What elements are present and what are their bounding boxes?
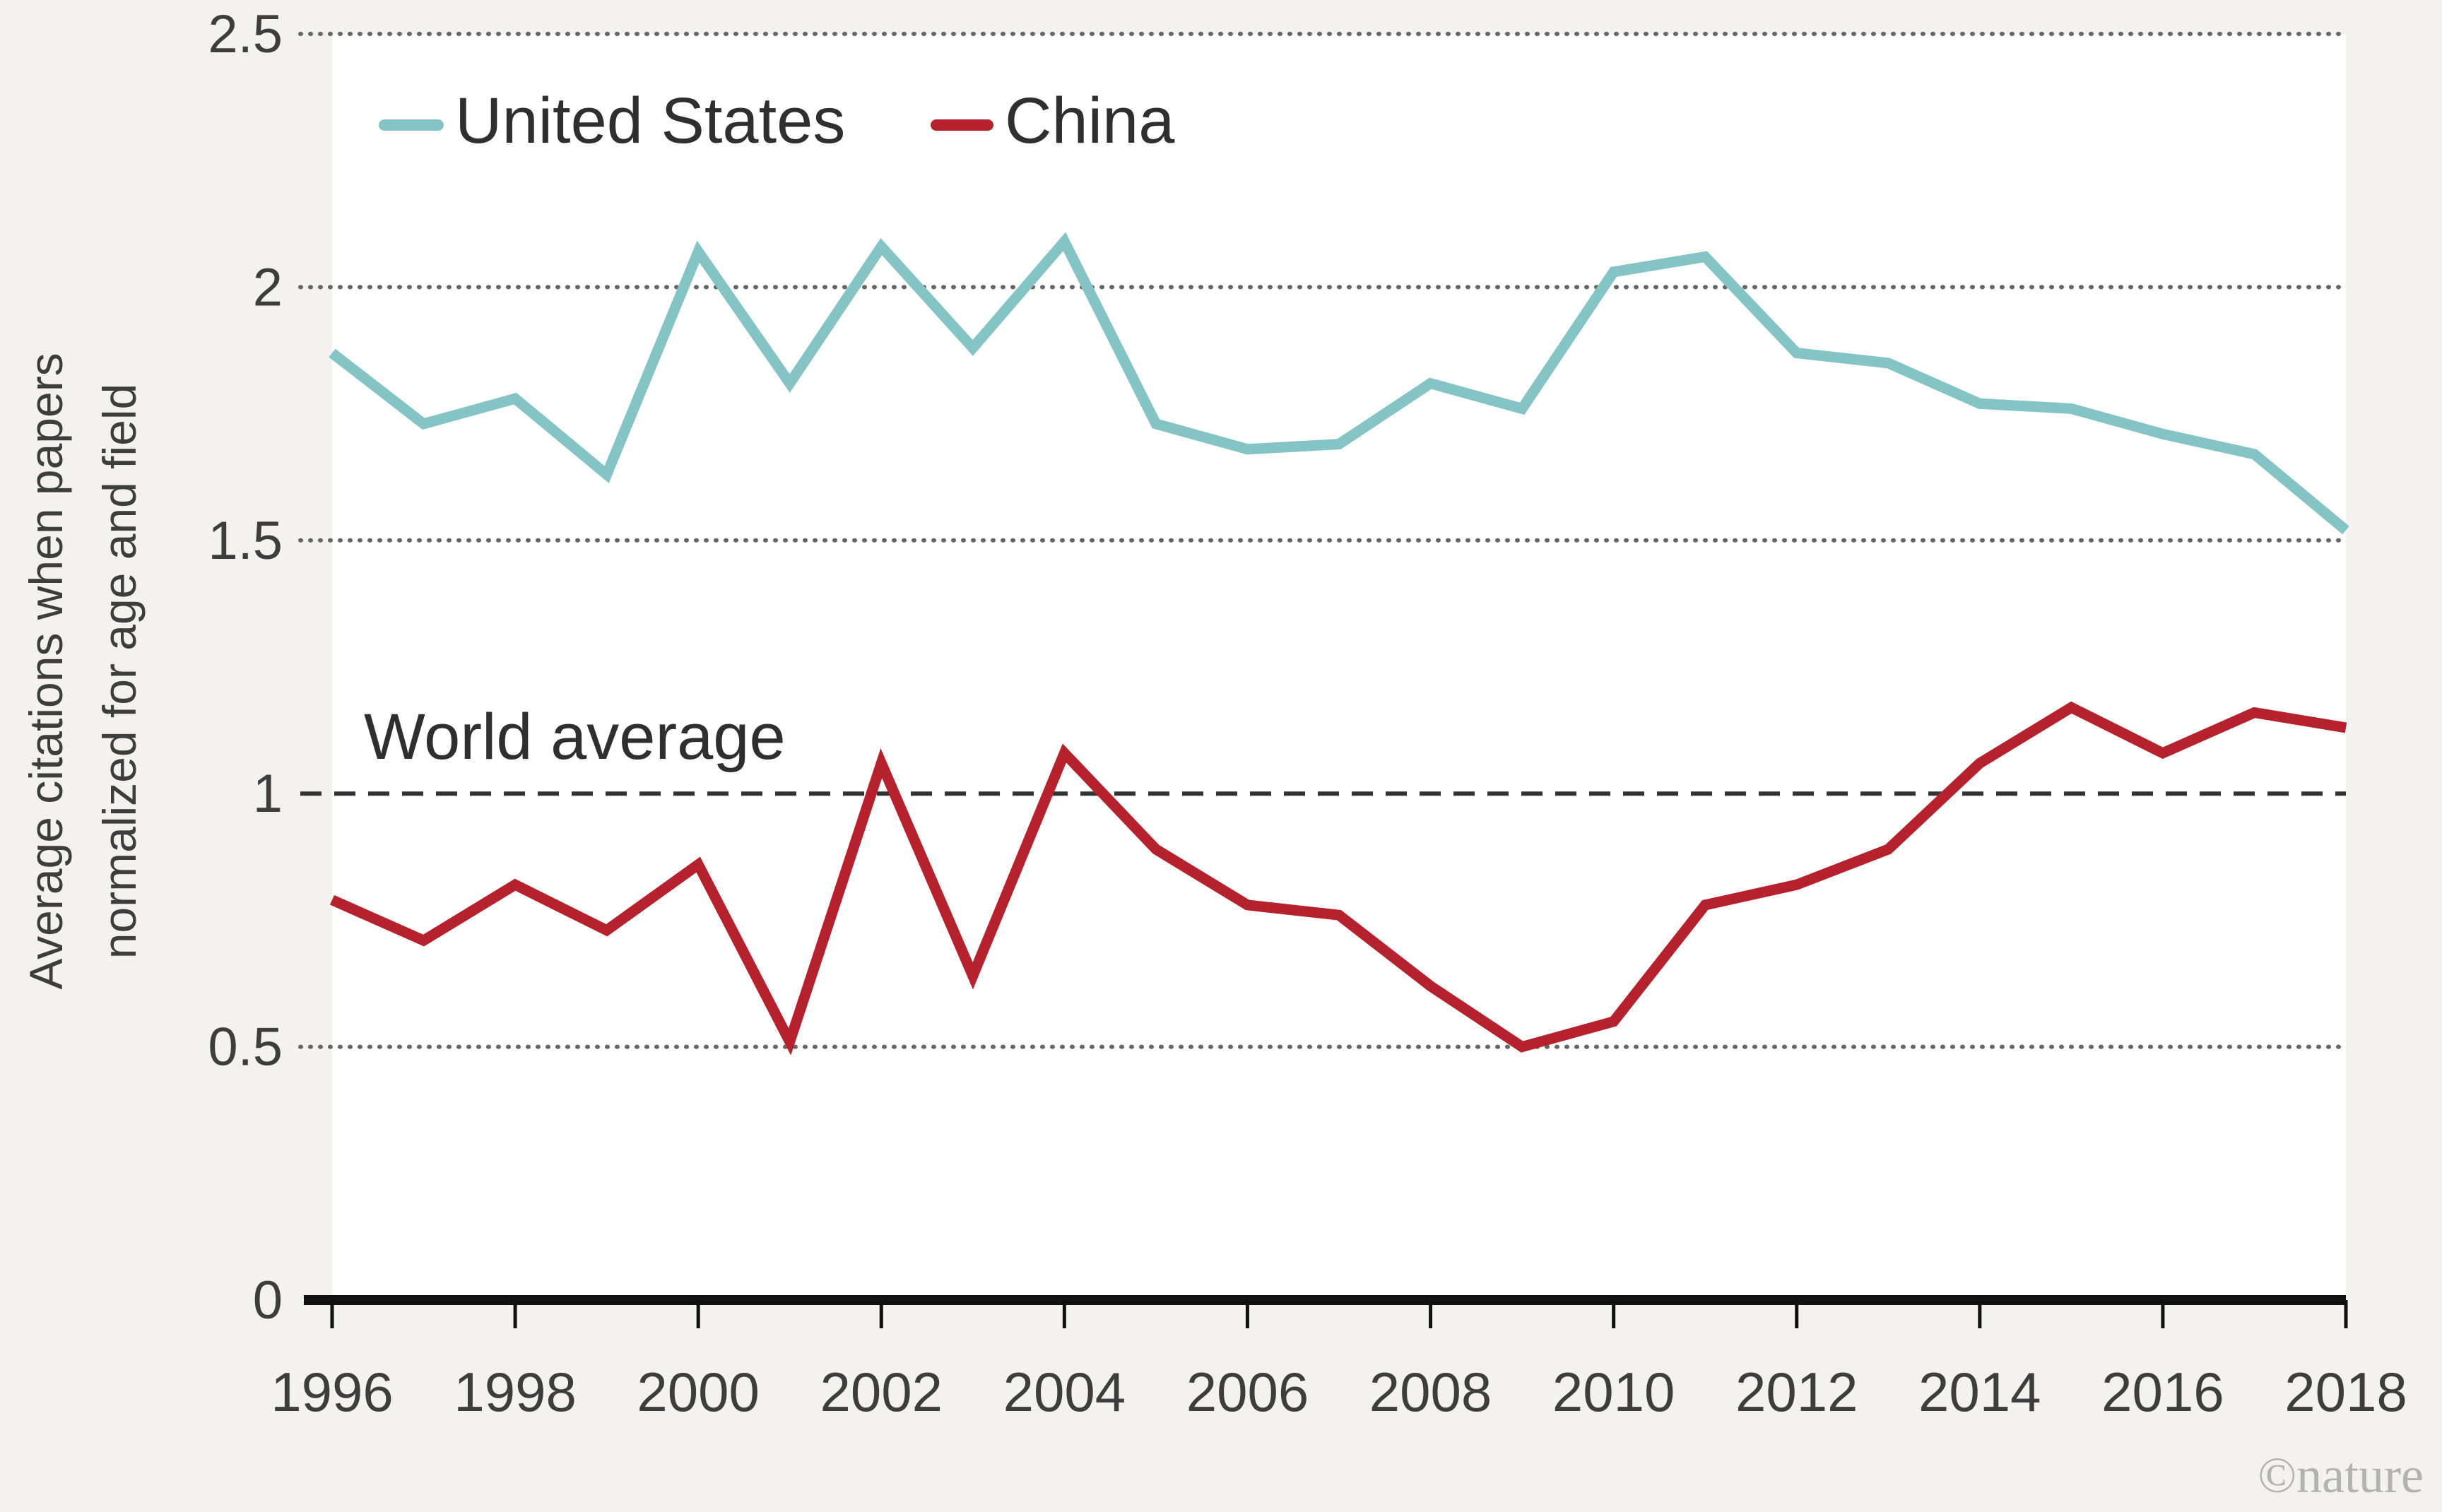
copyright-credit: ©nature [2258,1447,2424,1504]
legend-label-united-states: United States [455,85,845,157]
y-axis-label-line-1: Average citations when papers [20,353,72,989]
x-tick-label: 2002 [820,1361,943,1423]
x-tick-label: 2012 [1735,1361,1858,1423]
y-tick-label: 0 [253,1270,283,1330]
x-tick-label: 2016 [2101,1361,2224,1423]
x-tick-label: 2014 [1918,1361,2041,1423]
y-tick-label: 2 [253,257,283,317]
x-tick-label: 2004 [1003,1361,1126,1423]
x-tick-label: 1998 [454,1361,577,1423]
y-tick-label: 1.5 [208,511,283,571]
axes [304,1300,2346,1328]
x-tick-label: 2010 [1552,1361,1675,1423]
y-tick-label: 2.5 [208,4,283,64]
legend-label-china: China [1005,85,1175,157]
plot-area-background [332,34,2346,1299]
reference-line-label: World average [364,701,786,773]
y-tick-label: 1 [253,764,283,824]
x-tick-label: 2008 [1369,1361,1492,1423]
y-tick-label: 0.5 [208,1017,283,1077]
x-tick-label: 2000 [637,1361,760,1423]
x-tick-label: 2006 [1186,1361,1309,1423]
x-tick-label: 1996 [271,1361,394,1423]
y-axis-label-line-2: normalized for age and field [93,384,146,959]
legend: United States China [384,85,1175,157]
x-tick-label: 2018 [2284,1361,2407,1423]
